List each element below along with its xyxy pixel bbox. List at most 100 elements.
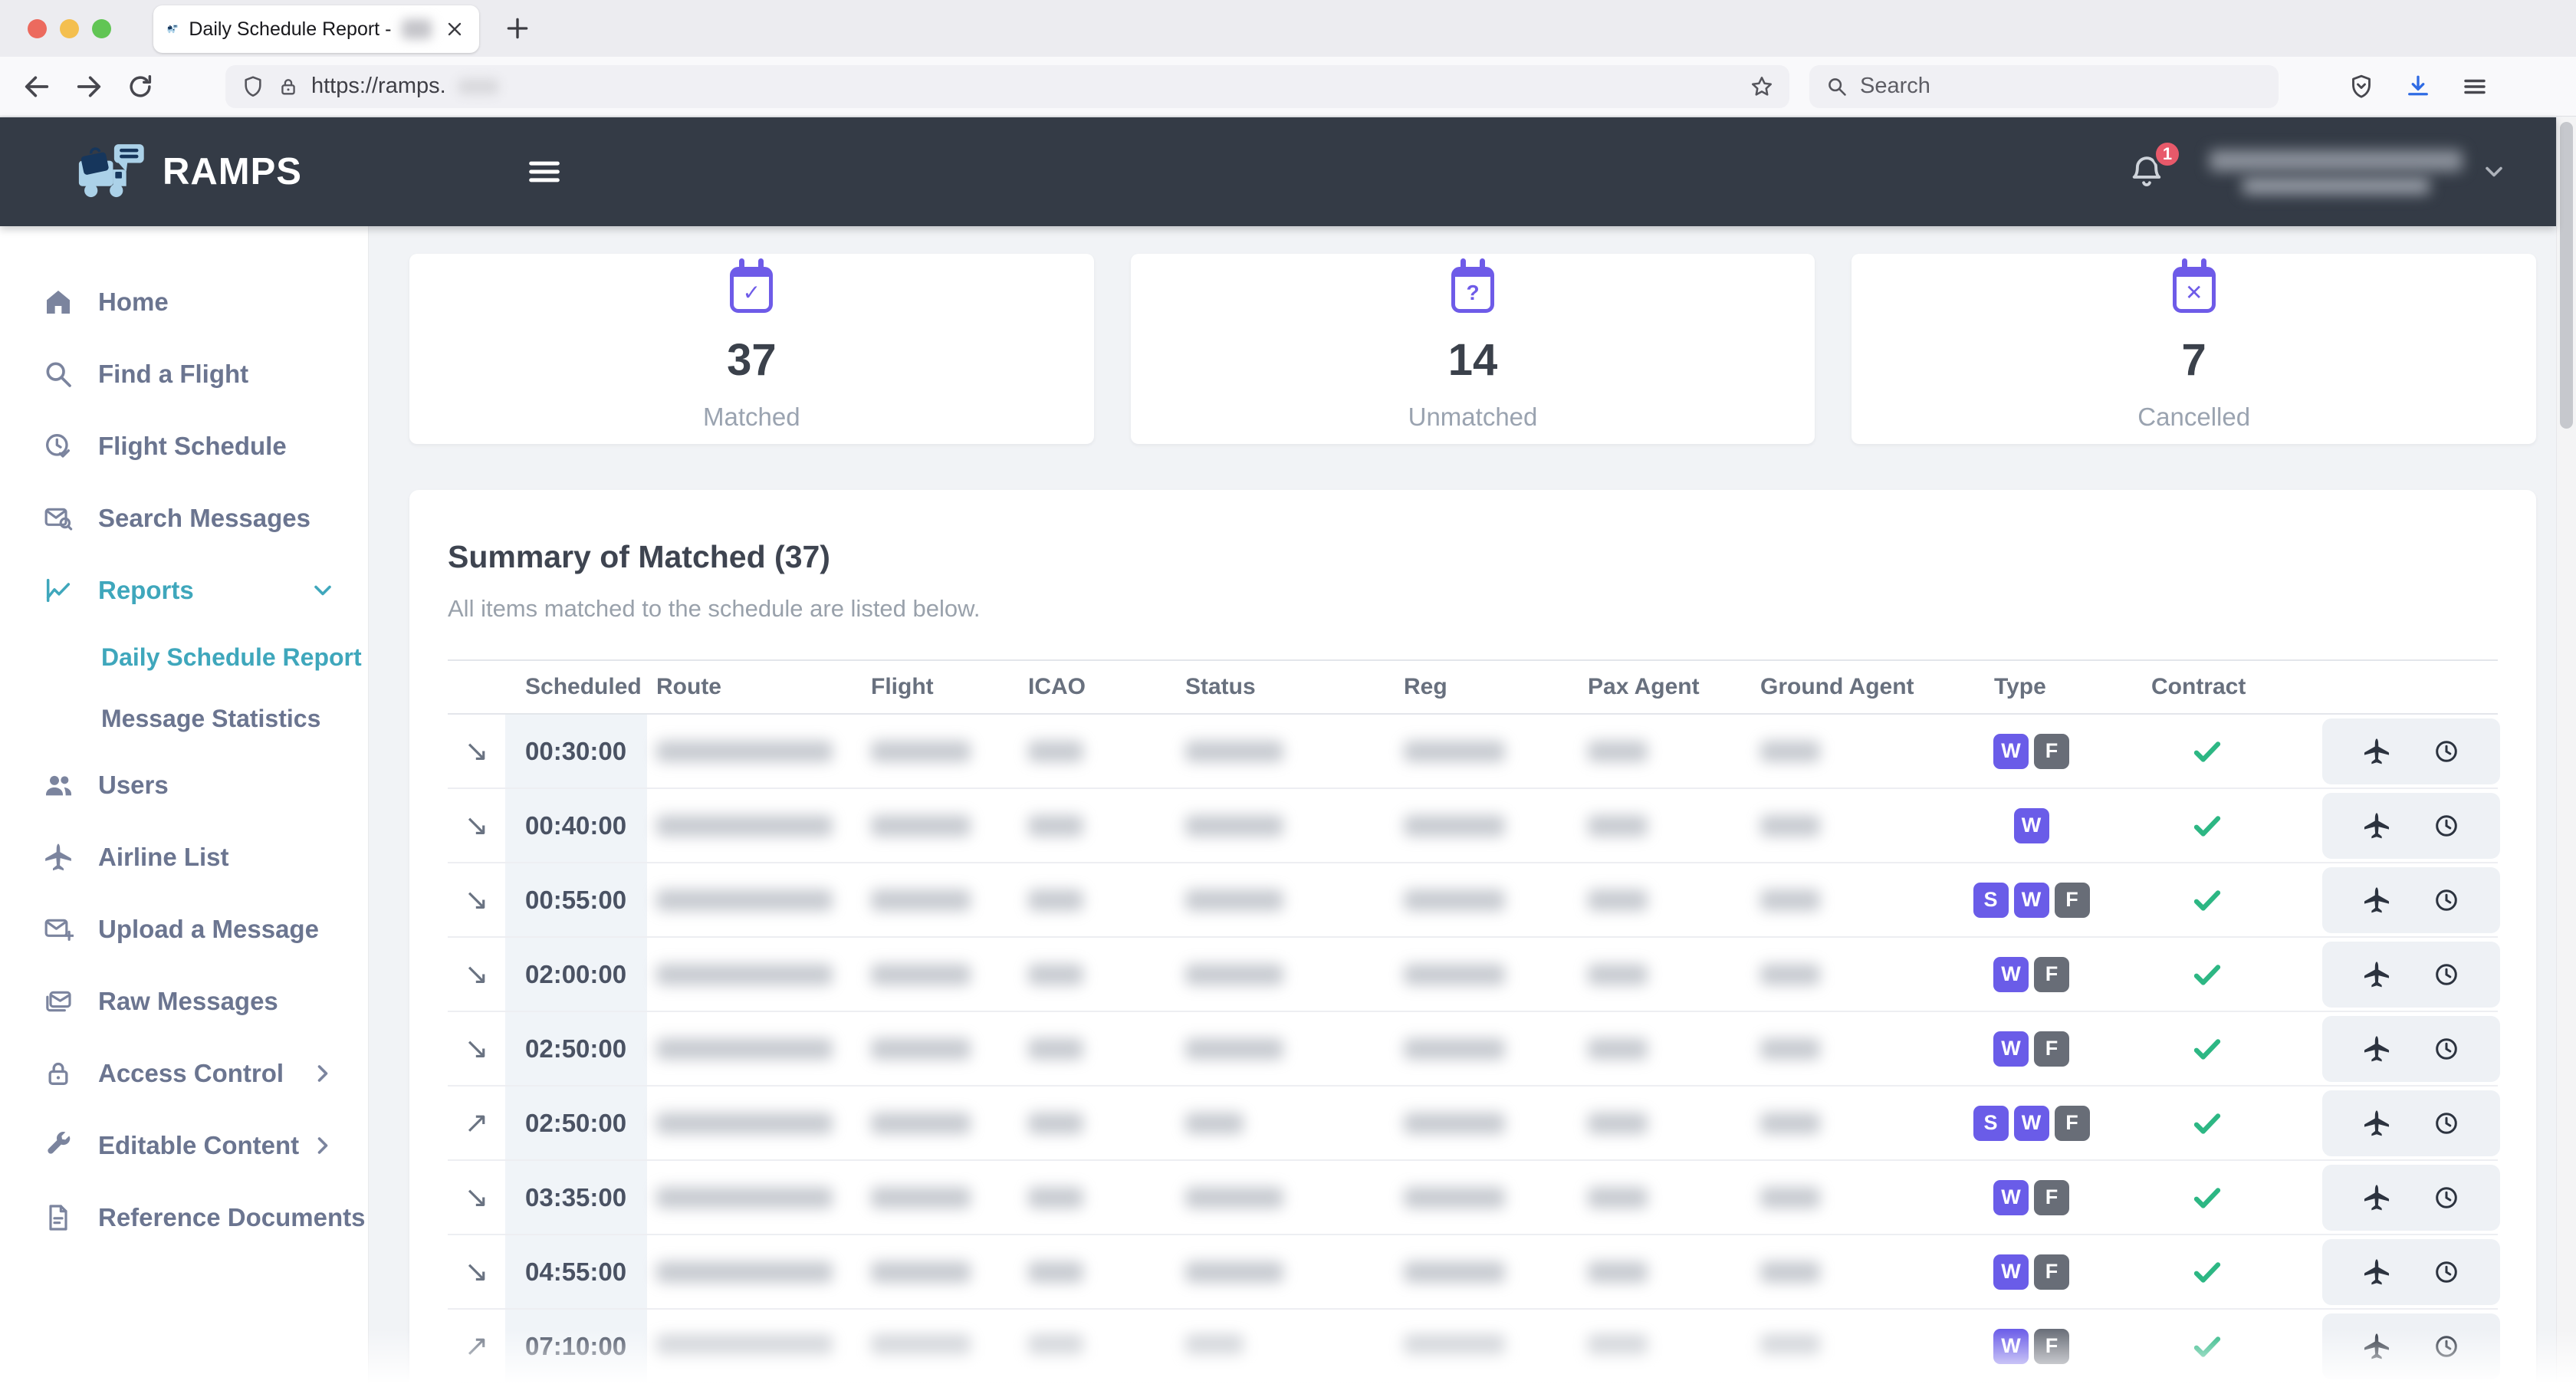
flight-action-icon[interactable]	[2362, 1109, 2391, 1138]
header-contract: Contract	[2151, 674, 2246, 699]
table-row[interactable]: ↘ 00:30:00 W F	[448, 715, 2500, 789]
plane-icon	[43, 842, 74, 873]
history-action-icon[interactable]	[2433, 1035, 2460, 1063]
sidebar-item-find-a-flight[interactable]: Find a Flight	[0, 338, 368, 410]
flight-action-icon[interactable]	[2362, 1332, 2391, 1361]
cell-ground-agent-redacted	[1751, 1186, 1985, 1208]
table-row[interactable]: ↘ 04:55:00 W F	[448, 1235, 2500, 1310]
sidebar-item-home[interactable]: Home	[0, 266, 368, 338]
forward-button[interactable]	[74, 71, 104, 102]
user-menu[interactable]	[2210, 150, 2505, 194]
brand[interactable]: RAMPS	[77, 144, 302, 199]
type-badge-s: S	[1973, 1105, 2009, 1141]
mail-search-icon	[43, 503, 74, 534]
flight-action-icon[interactable]	[2362, 811, 2391, 840]
table-row[interactable]: ↗ 07:10:00 W F	[448, 1310, 2500, 1384]
window-controls	[28, 19, 111, 38]
history-action-icon[interactable]	[2433, 812, 2460, 840]
cell-flight-redacted	[862, 1335, 1019, 1357]
back-button[interactable]	[21, 71, 52, 102]
flight-action-icon[interactable]	[2362, 1258, 2391, 1287]
search-bar[interactable]: Search	[1809, 64, 2279, 108]
window-close-button[interactable]	[28, 19, 47, 38]
table-row[interactable]: ↗ 02:50:00 S W F	[448, 1087, 2500, 1161]
notifications-button[interactable]: 1	[2127, 140, 2182, 192]
row-actions	[2322, 1015, 2500, 1082]
downloads-icon[interactable]	[2404, 73, 2432, 100]
tab-title-redacted	[402, 19, 432, 39]
table-row[interactable]: ↘ 02:50:00 W F	[448, 1012, 2500, 1087]
sidebar-item-flight-schedule[interactable]: Flight Schedule	[0, 410, 368, 482]
row-actions	[2322, 1238, 2500, 1305]
sidebar-item-reports[interactable]: Reports	[0, 554, 368, 626]
type-badge-f: F	[2054, 1105, 2090, 1141]
flight-action-icon[interactable]	[2362, 886, 2391, 915]
history-action-icon[interactable]	[2433, 1110, 2460, 1137]
lock-icon[interactable]	[278, 76, 299, 97]
cell-icao-redacted	[1019, 963, 1176, 985]
chevron-right-icon	[311, 1062, 334, 1085]
scrollbar[interactable]	[2556, 117, 2576, 1394]
sidebar-item-upload-a-message[interactable]: Upload a Message	[0, 893, 368, 965]
header-icao: ICAO	[1028, 674, 1086, 699]
cell-contract	[2142, 1330, 2322, 1363]
sidebar-item-search-messages[interactable]: Search Messages	[0, 482, 368, 554]
app-window: RAMPS 1 Home Find a Flight Flight Schedule…	[0, 117, 2556, 1394]
sidebar-item-reference-documents[interactable]: Reference Documents	[0, 1182, 368, 1254]
browser-tab[interactable]: Daily Schedule Report -	[153, 5, 479, 53]
menu-icon[interactable]	[2461, 73, 2489, 100]
window-zoom-button[interactable]	[92, 19, 111, 38]
table-row[interactable]: ↘ 00:40:00 W	[448, 789, 2500, 863]
cell-scheduled: 03:35:00	[505, 1161, 647, 1234]
history-action-icon[interactable]	[2433, 1184, 2460, 1212]
arrival-arrow-icon: ↘	[464, 809, 489, 842]
sidebar-item-editable-content[interactable]: Editable Content	[0, 1110, 368, 1182]
account-shield-icon[interactable]	[2348, 73, 2375, 100]
bookmark-star-icon[interactable]	[1750, 74, 1774, 99]
sidebar-item-label: Reports	[98, 576, 194, 604]
history-action-icon[interactable]	[2433, 1333, 2460, 1360]
sidebar-item-message-statistics[interactable]: Message Statistics	[0, 688, 368, 749]
type-badge-w: W	[1993, 1254, 2029, 1290]
cell-icao-redacted	[1019, 814, 1176, 837]
history-action-icon[interactable]	[2433, 961, 2460, 988]
cell-contract	[2142, 735, 2322, 768]
stat-label: Unmatched	[1408, 402, 1538, 431]
sidebar-item-users[interactable]: Users	[0, 749, 368, 821]
new-tab-button[interactable]	[502, 13, 533, 44]
scrollbar-thumb[interactable]	[2560, 122, 2573, 429]
reload-button[interactable]	[126, 72, 155, 101]
stat-label: Cancelled	[2137, 402, 2251, 431]
history-action-icon[interactable]	[2433, 1258, 2460, 1286]
sidebar-item-raw-messages[interactable]: Raw Messages	[0, 965, 368, 1037]
tracking-shield-icon[interactable]	[241, 74, 265, 99]
sidebar-item-airline-list[interactable]: Airline List	[0, 821, 368, 893]
tab-close-icon[interactable]	[444, 18, 465, 40]
type-badge-f: F	[2034, 1328, 2069, 1364]
history-action-icon[interactable]	[2433, 738, 2460, 765]
sidebar-toggle-icon[interactable]	[524, 152, 564, 192]
table-row[interactable]: ↘ 00:55:00 S W F	[448, 863, 2500, 938]
table-row[interactable]: ↘ 02:00:00 W F	[448, 938, 2500, 1012]
window-minimize-button[interactable]	[60, 19, 79, 38]
table-row[interactable]: ↘ 03:35:00 W F	[448, 1161, 2500, 1235]
flight-action-icon[interactable]	[2362, 1034, 2391, 1064]
contract-check-icon	[2191, 810, 2223, 842]
address-bar[interactable]: https://ramps.	[225, 64, 1789, 108]
flight-action-icon[interactable]	[2362, 1183, 2391, 1212]
cell-contract	[2142, 1107, 2322, 1139]
history-action-icon[interactable]	[2433, 886, 2460, 914]
type-badge-f: F	[2034, 1254, 2069, 1290]
sidebar-item-access-control[interactable]: Access Control	[0, 1037, 368, 1110]
flight-action-icon[interactable]	[2362, 737, 2391, 766]
cell-status-redacted	[1176, 889, 1395, 911]
summary-title: Summary of Matched (37)	[448, 539, 830, 574]
cell-pax-agent-redacted	[1579, 740, 1751, 762]
row-actions	[2322, 1313, 2500, 1379]
sidebar-item-daily-schedule-report[interactable]: Daily Schedule Report	[0, 626, 368, 688]
flight-action-icon[interactable]	[2362, 960, 2391, 989]
